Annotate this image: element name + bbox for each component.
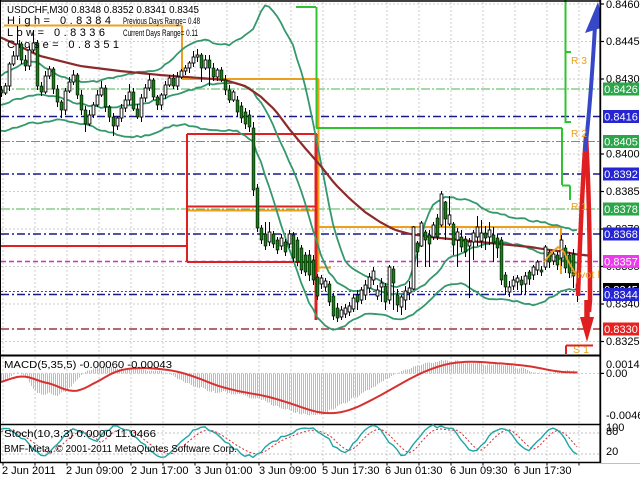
svg-text:BMF-Meta, © 2001-2011 MetaQuot: BMF-Meta, © 2001-2011 MetaQuotes Softwar…: [4, 444, 237, 455]
svg-text:0.8445: 0.8445: [606, 36, 640, 48]
svg-text:2 Jun 09:00: 2 Jun 09:00: [66, 465, 124, 477]
svg-text:Low= 0.8336: Low= 0.8336: [7, 27, 105, 39]
svg-text:2 Jun 17:00: 2 Jun 17:00: [131, 465, 189, 477]
svg-text:USDCHF,M30 0.8348 0.8352 0.83: USDCHF,M30 0.8348 0.8352 0.8341 0.8345: [7, 5, 199, 16]
svg-text:0.8344: 0.8344: [604, 290, 638, 302]
svg-text:MACD(5,35,5) -0.00060 -0.00043: MACD(5,35,5) -0.00060 -0.00043: [4, 359, 172, 371]
svg-text:R 1: R 1: [571, 202, 587, 213]
svg-text:6 Jun 01:30: 6 Jun 01:30: [385, 465, 443, 477]
svg-text:Stoch(10,3,3) 0.0000 11.0466: Stoch(10,3,3) 0.0000 11.0466: [4, 428, 156, 440]
svg-text:0.8340: 0.8340: [606, 299, 640, 311]
svg-text:0.8416: 0.8416: [604, 112, 638, 124]
svg-text:3 Jun 09:00: 3 Jun 09:00: [259, 465, 317, 477]
svg-text:5 Jun 17:30: 5 Jun 17:30: [322, 465, 380, 477]
svg-text:0.8325: 0.8325: [606, 336, 640, 348]
svg-text:80: 80: [606, 426, 618, 438]
svg-text:100: 100: [606, 422, 624, 434]
svg-text:Pivot l: Pivot l: [570, 270, 600, 281]
svg-text:0.8392: 0.8392: [604, 169, 638, 181]
svg-text:0.00148: 0.00148: [606, 359, 640, 371]
svg-text:0.8460: 0.8460: [606, 0, 640, 11]
svg-text:High= 0.8384: High= 0.8384: [7, 15, 111, 27]
svg-text:3 Jun 01:00: 3 Jun 01:00: [195, 465, 253, 477]
svg-text:0.8426: 0.8426: [604, 84, 638, 96]
svg-text:-0.00466: -0.00466: [606, 410, 640, 422]
svg-text:20: 20: [606, 446, 618, 458]
svg-text:0.8385: 0.8385: [606, 186, 640, 198]
svg-text:R 2: R 2: [571, 129, 587, 140]
svg-text:0.8400: 0.8400: [606, 149, 640, 161]
svg-text:0.00: 0.00: [606, 368, 627, 380]
svg-text:0.8378: 0.8378: [604, 204, 638, 216]
svg-text:2 Jun 2011: 2 Jun 2011: [2, 465, 56, 477]
svg-text:S 1: S 1: [573, 345, 589, 356]
svg-text:0.8330: 0.8330: [604, 324, 638, 336]
svg-text:R 3: R 3: [571, 56, 587, 67]
svg-text:6 Jun 17:30: 6 Jun 17:30: [514, 465, 572, 477]
svg-text:Current Days Range= 0.11: Current Days Range= 0.11: [123, 28, 198, 39]
svg-text:6 Jun 09:30: 6 Jun 09:30: [450, 465, 508, 477]
svg-text:0.8368: 0.8368: [604, 229, 638, 241]
svg-text:Previous Days Range= 0.48: Previous Days Range= 0.48: [123, 16, 200, 27]
svg-text:0.8405: 0.8405: [604, 137, 638, 149]
svg-text:0.8357: 0.8357: [604, 257, 638, 269]
